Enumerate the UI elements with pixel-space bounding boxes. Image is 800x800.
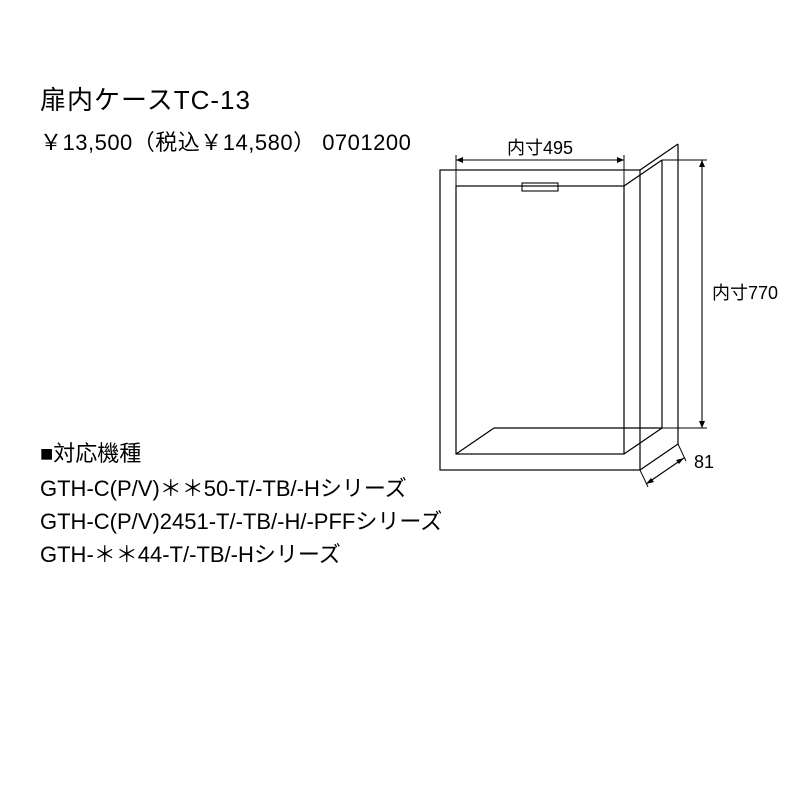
product-title: 扉内ケースTC-13 xyxy=(40,80,760,117)
svg-text:内寸495: 内寸495 xyxy=(507,138,573,158)
svg-text:81: 81 xyxy=(694,452,714,472)
svg-text:内寸770: 内寸770 xyxy=(712,283,778,303)
product-diagram: 内寸495 内寸770 81 xyxy=(430,130,790,550)
